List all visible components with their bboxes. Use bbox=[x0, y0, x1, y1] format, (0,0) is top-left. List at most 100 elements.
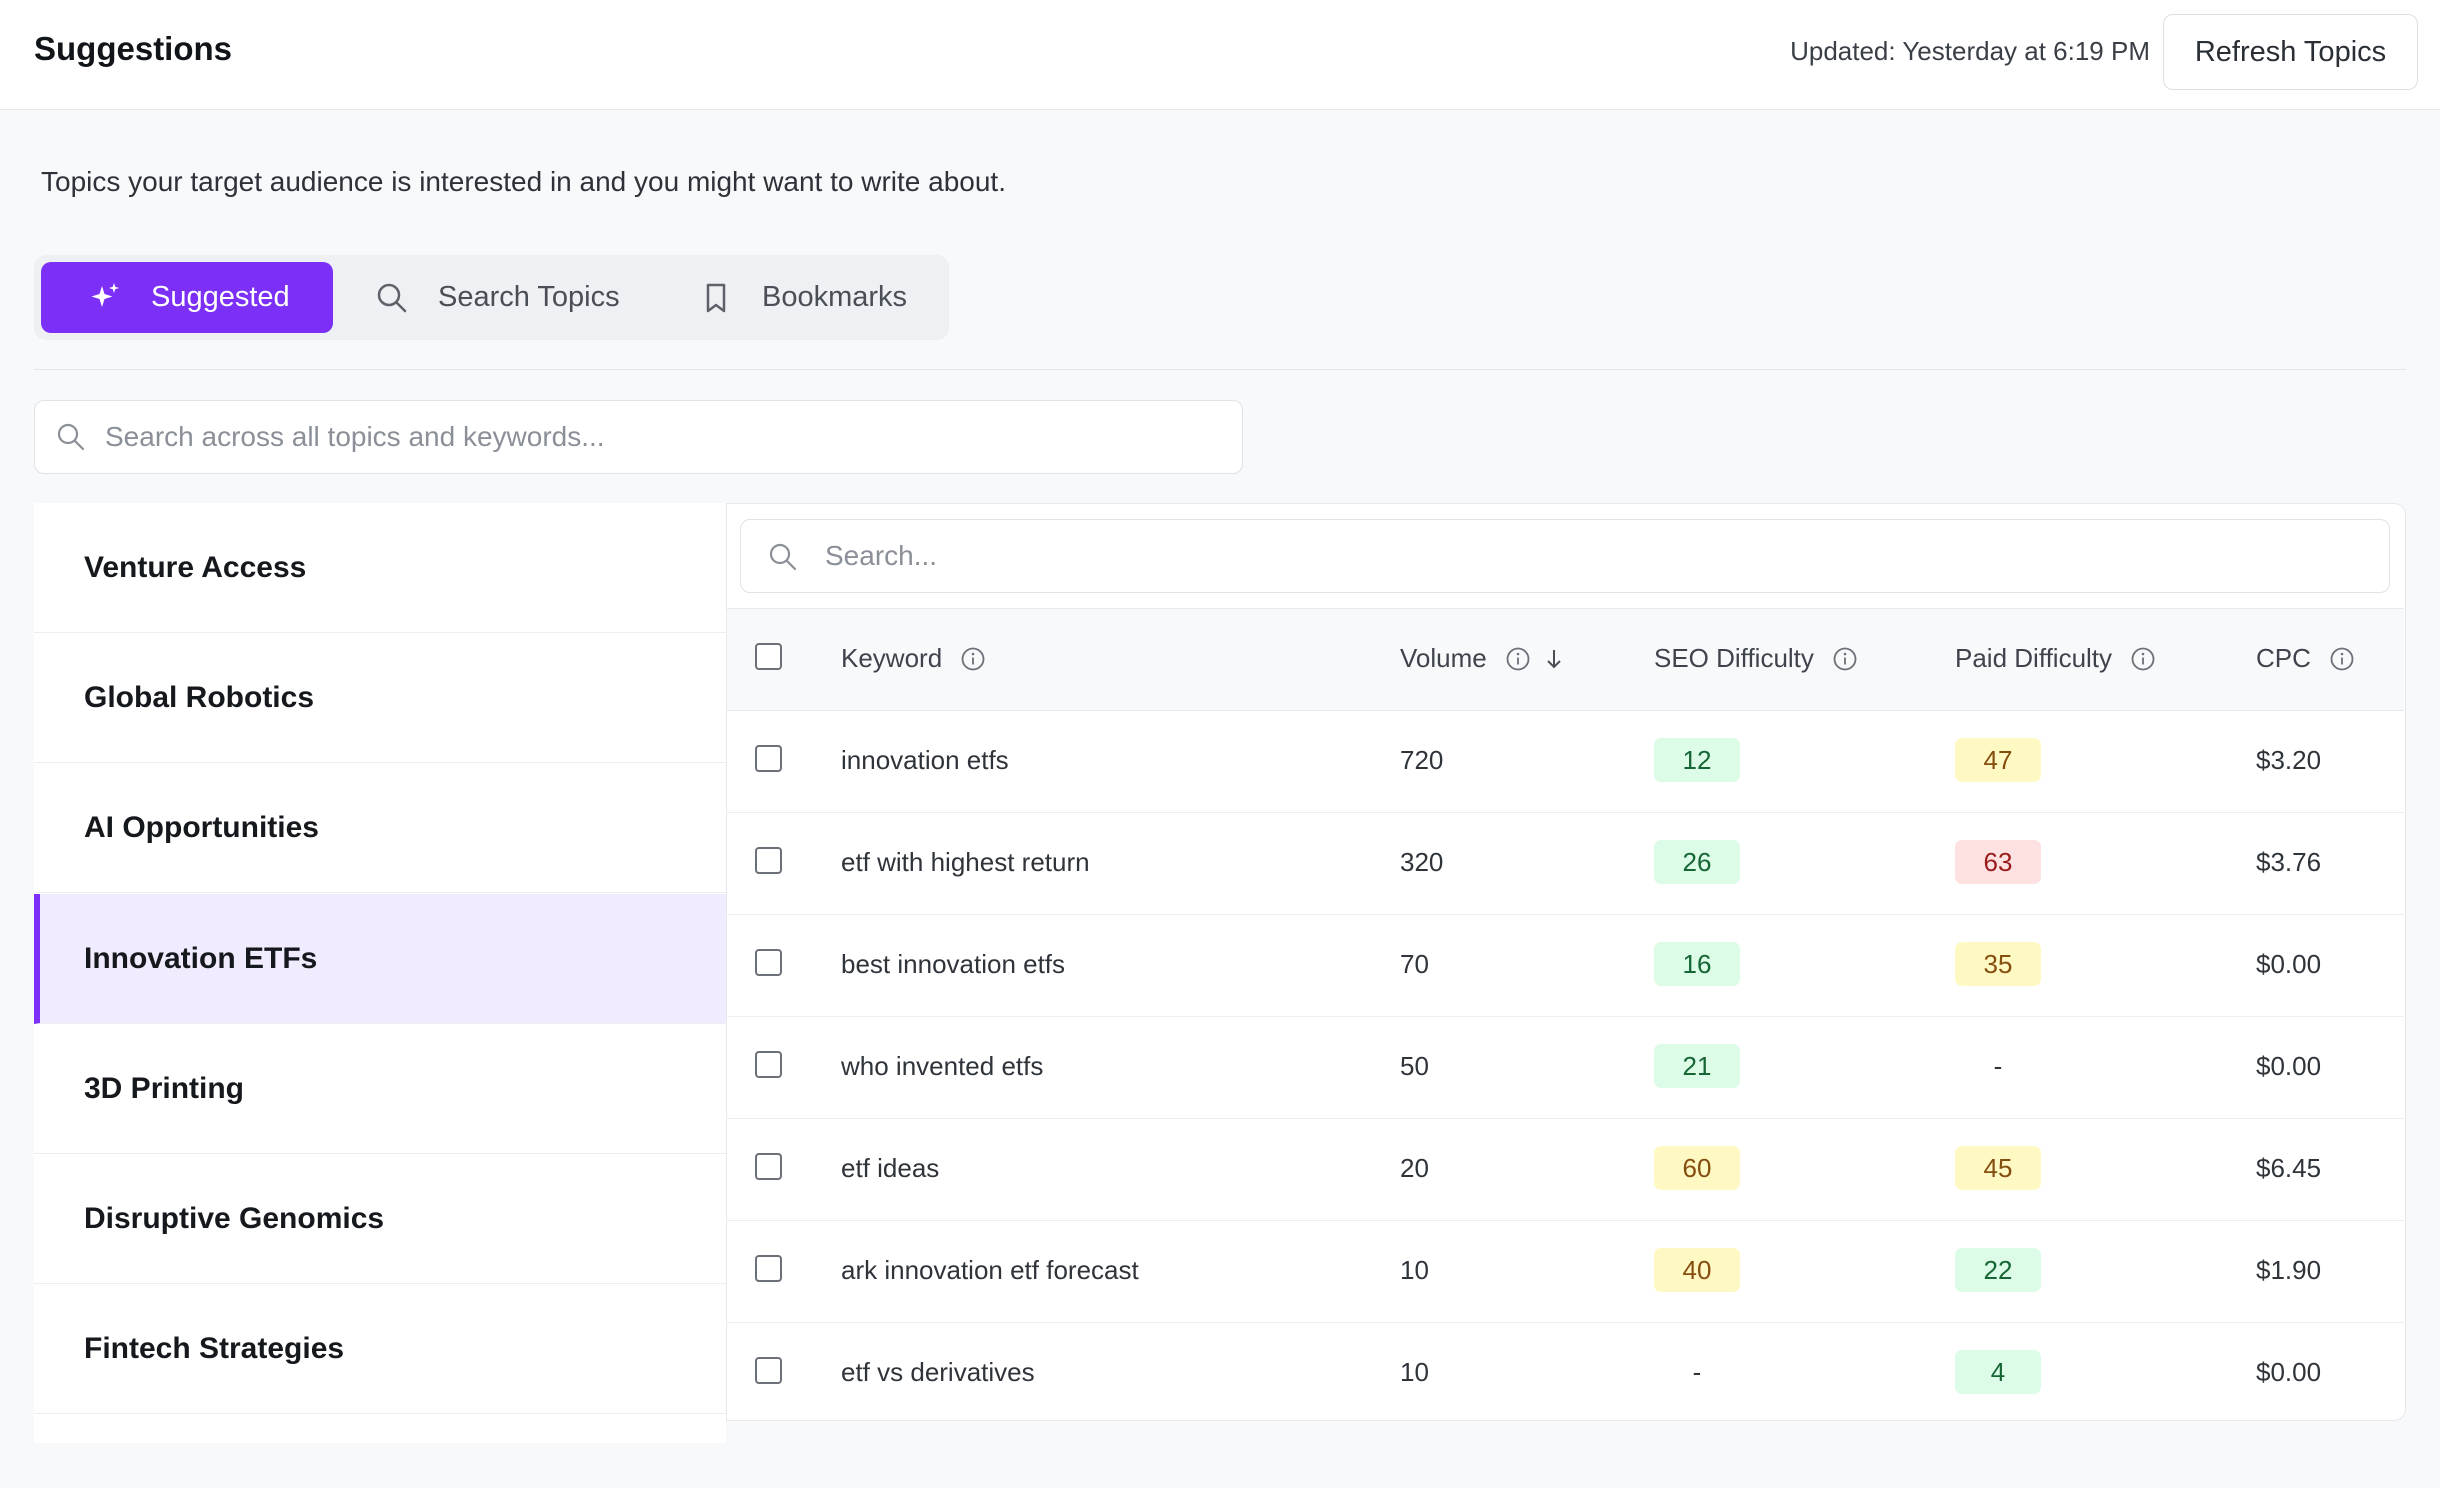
table-header: Keyword Volume SEO Difficulty Paid Diffi… bbox=[727, 608, 2404, 711]
paid-difficulty-badge: 47 bbox=[1955, 738, 2041, 782]
tab-suggested[interactable]: Suggested bbox=[41, 262, 333, 333]
topic-label: Fintech Strategies bbox=[84, 1331, 345, 1365]
info-icon[interactable] bbox=[1505, 646, 1531, 672]
topic-label: Venture Access bbox=[84, 550, 307, 584]
volume-cell: 70 bbox=[1400, 949, 1429, 979]
table-row: best innovation etfs 70 16 35 $0.00 bbox=[727, 915, 2404, 1017]
column-keyword[interactable]: Keyword bbox=[841, 643, 986, 674]
search-icon bbox=[55, 421, 87, 453]
column-paid-difficulty[interactable]: Paid Difficulty bbox=[1955, 643, 2156, 674]
select-all-checkbox[interactable] bbox=[755, 643, 782, 670]
tab-search-topics-label: Search Topics bbox=[438, 281, 620, 313]
updated-timestamp: Updated: Yesterday at 6:19 PM bbox=[1790, 36, 2150, 66]
cpc-cell: $1.90 bbox=[2256, 1255, 2322, 1285]
topic-label: Disruptive Genomics bbox=[84, 1201, 385, 1235]
tab-bookmarks[interactable]: Bookmarks bbox=[698, 262, 907, 333]
volume-cell: 50 bbox=[1400, 1051, 1429, 1081]
bookmark-icon bbox=[698, 280, 734, 316]
column-keyword-label: Keyword bbox=[841, 643, 943, 673]
column-seo-label: SEO Difficulty bbox=[1654, 643, 1814, 673]
global-search-input[interactable] bbox=[105, 411, 1225, 463]
cpc-cell: $3.20 bbox=[2256, 745, 2322, 775]
keyword-cell: etf ideas bbox=[841, 1153, 940, 1183]
tab-bookmarks-label: Bookmarks bbox=[762, 281, 908, 313]
row-checkbox[interactable] bbox=[755, 1153, 782, 1180]
topic-item-innovation-etfs[interactable]: Innovation ETFs bbox=[34, 894, 726, 1024]
info-icon[interactable] bbox=[1832, 646, 1858, 672]
cpc-cell: $3.76 bbox=[2256, 847, 2322, 877]
topic-item-3d-printing[interactable]: 3D Printing bbox=[34, 1024, 726, 1154]
keyword-cell: best innovation etfs bbox=[841, 949, 1066, 979]
paid-difficulty-badge: 45 bbox=[1955, 1146, 2041, 1190]
seo-difficulty-badge: - bbox=[1692, 1356, 1702, 1387]
row-checkbox[interactable] bbox=[755, 745, 782, 772]
volume-cell: 10 bbox=[1400, 1357, 1429, 1387]
topic-item-disruptive-genomics[interactable]: Disruptive Genomics bbox=[34, 1154, 726, 1284]
seo-difficulty-badge: 26 bbox=[1654, 840, 1740, 884]
topic-label: Global Robotics bbox=[84, 680, 315, 714]
column-seo-difficulty[interactable]: SEO Difficulty bbox=[1654, 643, 1858, 674]
table-row: who invented etfs 50 21 - $0.00 bbox=[727, 1017, 2404, 1119]
global-search-box bbox=[34, 400, 1243, 474]
column-paid-label: Paid Difficulty bbox=[1955, 643, 2113, 673]
keyword-panel: Keyword Volume SEO Difficulty Paid Diffi… bbox=[726, 503, 2406, 1421]
topic-item-global-robotics[interactable]: Global Robotics bbox=[34, 633, 726, 763]
info-icon[interactable] bbox=[2130, 646, 2156, 672]
table-search-input[interactable] bbox=[825, 530, 2365, 582]
keyword-cell: ark innovation etf forecast bbox=[841, 1255, 1139, 1285]
paid-difficulty-badge: 63 bbox=[1955, 840, 2041, 884]
topic-label: AI Opportunities bbox=[84, 810, 319, 844]
tab-search-topics[interactable]: Search Topics bbox=[374, 262, 620, 333]
topic-label: 3D Printing bbox=[84, 1071, 245, 1105]
table-row: etf ideas 20 60 45 $6.45 bbox=[727, 1119, 2404, 1221]
topic-item-fintech-strategies[interactable]: Fintech Strategies bbox=[34, 1284, 726, 1414]
cpc-cell: $0.00 bbox=[2256, 1051, 2322, 1081]
volume-cell: 320 bbox=[1400, 847, 1444, 877]
volume-cell: 720 bbox=[1400, 745, 1444, 775]
keyword-cell: etf vs derivatives bbox=[841, 1357, 1035, 1387]
table-row: etf with highest return 320 26 63 $3.76 bbox=[727, 813, 2404, 915]
search-icon bbox=[374, 280, 410, 316]
paid-difficulty-badge: 35 bbox=[1955, 942, 2041, 986]
seo-difficulty-badge: 16 bbox=[1654, 942, 1740, 986]
row-checkbox[interactable] bbox=[755, 949, 782, 976]
topic-item-ai-opportunities[interactable]: AI Opportunities bbox=[34, 763, 726, 893]
table-row: innovation etfs 720 12 47 $3.20 bbox=[727, 711, 2404, 813]
topic-list: Venture Access Global Robotics AI Opport… bbox=[34, 503, 726, 1443]
volume-cell: 20 bbox=[1400, 1153, 1429, 1183]
row-checkbox[interactable] bbox=[755, 1255, 782, 1282]
tab-suggested-label: Suggested bbox=[151, 281, 290, 313]
keyword-cell: who invented etfs bbox=[841, 1051, 1044, 1081]
paid-difficulty-badge: 22 bbox=[1955, 1248, 2041, 1292]
seo-difficulty-badge: 12 bbox=[1654, 738, 1740, 782]
row-checkbox[interactable] bbox=[755, 847, 782, 874]
seo-difficulty-badge: 40 bbox=[1654, 1248, 1740, 1292]
top-bar: Suggestions Updated: Yesterday at 6:19 P… bbox=[0, 0, 2440, 110]
cpc-cell: $0.00 bbox=[2256, 1357, 2322, 1387]
table-row: etf vs derivatives 10 - 4 $0.00 bbox=[727, 1323, 2404, 1425]
paid-difficulty-badge: 4 bbox=[1955, 1350, 2041, 1394]
column-cpc-label: CPC bbox=[2256, 643, 2311, 673]
cpc-cell: $0.00 bbox=[2256, 949, 2322, 979]
sparkle-icon bbox=[87, 280, 123, 316]
row-checkbox[interactable] bbox=[755, 1051, 782, 1078]
refresh-topics-button[interactable]: Refresh Topics bbox=[2163, 14, 2418, 90]
info-icon[interactable] bbox=[960, 646, 986, 672]
row-checkbox[interactable] bbox=[755, 1357, 782, 1384]
sort-descending-icon[interactable] bbox=[1543, 647, 1565, 671]
column-volume-label: Volume bbox=[1400, 643, 1487, 673]
page-title: Suggestions bbox=[34, 30, 233, 67]
column-cpc[interactable]: CPC bbox=[2256, 643, 2355, 674]
topic-label: Innovation ETFs bbox=[84, 941, 318, 975]
seo-difficulty-badge: 60 bbox=[1654, 1146, 1740, 1190]
seo-difficulty-badge: 21 bbox=[1654, 1044, 1740, 1088]
topic-item-venture-access[interactable]: Venture Access bbox=[34, 503, 726, 633]
cpc-cell: $6.45 bbox=[2256, 1153, 2322, 1183]
search-icon bbox=[767, 541, 799, 573]
info-icon[interactable] bbox=[2329, 646, 2355, 672]
paid-difficulty-badge: - bbox=[1993, 1050, 2003, 1081]
keyword-cell: etf with highest return bbox=[841, 847, 1090, 877]
column-volume[interactable]: Volume bbox=[1400, 643, 1565, 674]
keyword-cell: innovation etfs bbox=[841, 745, 1009, 775]
page-description: Topics your target audience is intereste… bbox=[41, 166, 1006, 197]
